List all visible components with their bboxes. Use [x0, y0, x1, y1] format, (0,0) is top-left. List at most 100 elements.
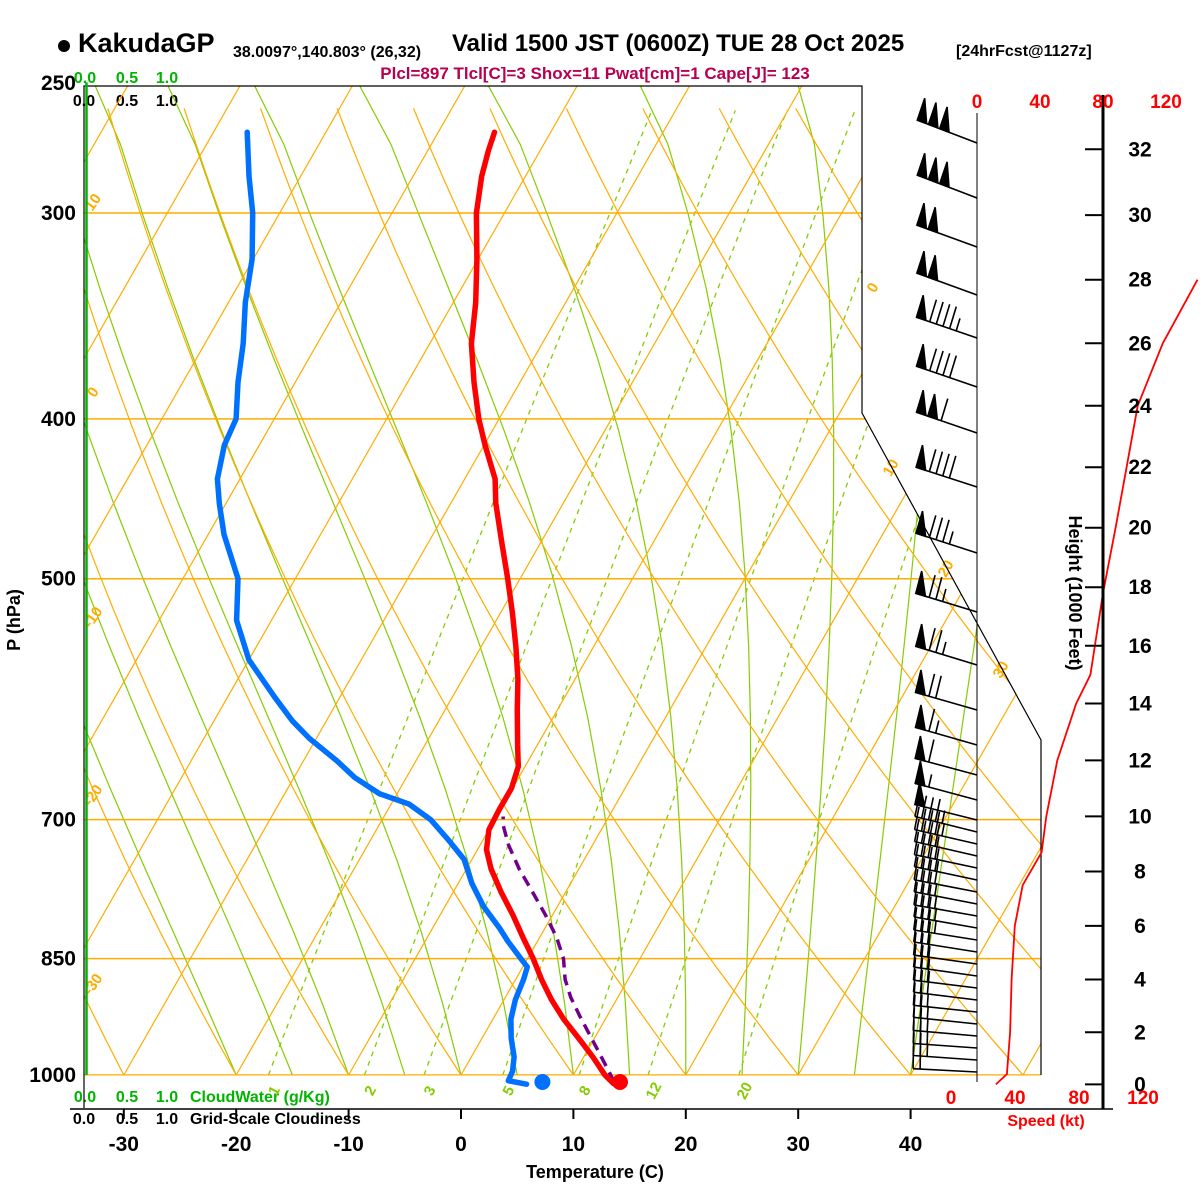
wind-barb	[913, 856, 978, 893]
svg-text:80: 80	[1068, 1088, 1089, 1109]
wind-barb	[912, 982, 978, 1013]
svg-text:12: 12	[1128, 749, 1151, 772]
svg-text:18: 18	[1128, 576, 1152, 599]
svg-text:5: 5	[499, 1083, 518, 1098]
svg-text:8: 8	[1134, 861, 1146, 884]
plot-border	[83, 85, 1042, 1108]
wind-barb	[913, 843, 978, 881]
wind-barb	[915, 444, 978, 488]
svg-text:0: 0	[455, 1133, 467, 1156]
svg-text:80: 80	[1092, 92, 1113, 113]
svg-text:120: 120	[1127, 1088, 1159, 1109]
wind-barb	[914, 669, 978, 711]
pressure-axis-title: P (hPa)	[4, 589, 24, 651]
svg-text:3: 3	[421, 1083, 440, 1098]
svg-text:120: 120	[1150, 92, 1182, 113]
svg-text:250: 250	[41, 72, 76, 95]
sounding-indices: Plcl=897 Tlcl[C]=3 Shox=11 Pwat[cm]=1 Ca…	[380, 64, 810, 83]
svg-text:20: 20	[935, 557, 958, 580]
svg-text:2: 2	[361, 1083, 380, 1098]
cloudwater-scale-top-1: 0.5	[115, 70, 139, 87]
wind-barb	[915, 389, 978, 434]
station-marker-icon	[58, 40, 70, 52]
sounding-profiles	[214, 129, 628, 1090]
wind-column	[976, 113, 1199, 1086]
svg-text:-10: -10	[333, 1133, 363, 1156]
wind-barb	[915, 202, 978, 248]
svg-text:12: 12	[643, 1080, 666, 1103]
wind-barb	[915, 343, 978, 388]
dewpoint-curve	[214, 129, 531, 1087]
svg-text:0: 0	[946, 1088, 957, 1109]
svg-text:-20: -20	[221, 1133, 251, 1156]
cloudwater-legend-label: CloudWater (g/Kg)	[190, 1089, 330, 1106]
svg-text:850: 850	[41, 948, 76, 971]
cloudwater-scale-bottom-1: 0.5	[115, 1089, 139, 1106]
wind-barb	[916, 98, 978, 144]
svg-text:24: 24	[1128, 395, 1152, 418]
surface-dewpoint-dot	[534, 1074, 551, 1090]
wind-barb	[914, 623, 978, 666]
svg-text:14: 14	[1128, 693, 1152, 716]
wind-barb	[912, 932, 978, 965]
wind-barb	[915, 250, 978, 296]
surface-temp-dot	[612, 1074, 628, 1090]
svg-text:30: 30	[1128, 204, 1151, 227]
svg-text:1000: 1000	[29, 1064, 76, 1087]
wind-barb	[914, 735, 978, 776]
svg-text:0: 0	[1134, 1073, 1146, 1096]
wind-barb	[914, 793, 978, 833]
wind-barb	[912, 957, 978, 989]
svg-text:300: 300	[41, 202, 76, 225]
cloudiness-legend-label: Grid-Scale Cloudiness	[190, 1111, 361, 1128]
wind-barbs	[912, 98, 978, 1073]
svg-text:40: 40	[1004, 1088, 1025, 1109]
svg-text:500: 500	[41, 568, 76, 591]
svg-text:10: 10	[880, 456, 903, 479]
svg-text:20: 20	[1128, 517, 1151, 540]
temperature-curve	[468, 129, 617, 1087]
wind-barb	[915, 510, 978, 554]
svg-text:20: 20	[674, 1133, 697, 1156]
svg-text:26: 26	[1128, 332, 1151, 355]
station-coordinates: 38.0097°,140.803° (26,32)	[233, 44, 422, 61]
cloudwater-scale-bottom-2: 1.0	[155, 1089, 179, 1106]
svg-text:40: 40	[1029, 92, 1050, 113]
svg-text:28: 28	[1128, 269, 1152, 292]
svg-text:-30: -30	[109, 1133, 139, 1156]
cloudiness-scale-bottom-1: 0.5	[115, 1111, 139, 1128]
parcel-path	[501, 816, 616, 1083]
wind-barb	[914, 704, 978, 746]
speed-axis-title: Speed (kt)	[1007, 1113, 1084, 1130]
svg-text:0: 0	[972, 92, 983, 113]
cloudwater-scale-top-0: 0.0	[73, 70, 97, 87]
height-axis-title: Height (1000 Feet)	[1065, 515, 1085, 670]
svg-text:20: 20	[733, 1080, 756, 1103]
svg-text:400: 400	[41, 408, 76, 431]
svg-text:700: 700	[41, 809, 76, 832]
svg-text:16: 16	[1128, 635, 1151, 658]
svg-text:4: 4	[1134, 968, 1146, 991]
svg-text:1: 1	[265, 1083, 284, 1098]
forecast-run-info: [24hrFcst@1127z]	[956, 43, 1092, 60]
svg-text:30: 30	[990, 658, 1013, 681]
wind-barb	[914, 570, 978, 613]
wind-barb	[912, 1007, 978, 1037]
temperature-axis-title: Temperature (C)	[526, 1162, 664, 1182]
wind-barb	[915, 294, 978, 339]
cloudwater-scale-bottom-0: 0.0	[73, 1089, 97, 1106]
wind-barb	[912, 1020, 978, 1049]
station-name: KakudaGP	[78, 28, 215, 58]
svg-text:22: 22	[1128, 456, 1151, 479]
wind-barb	[913, 893, 978, 929]
skewt-grid	[84, 86, 1041, 1076]
cloudiness-scale-top-2: 1.0	[155, 93, 179, 110]
svg-text:10: 10	[562, 1133, 585, 1156]
wind-barb	[913, 831, 978, 869]
svg-text:0: 0	[864, 280, 883, 296]
svg-text:10: 10	[1128, 805, 1151, 828]
